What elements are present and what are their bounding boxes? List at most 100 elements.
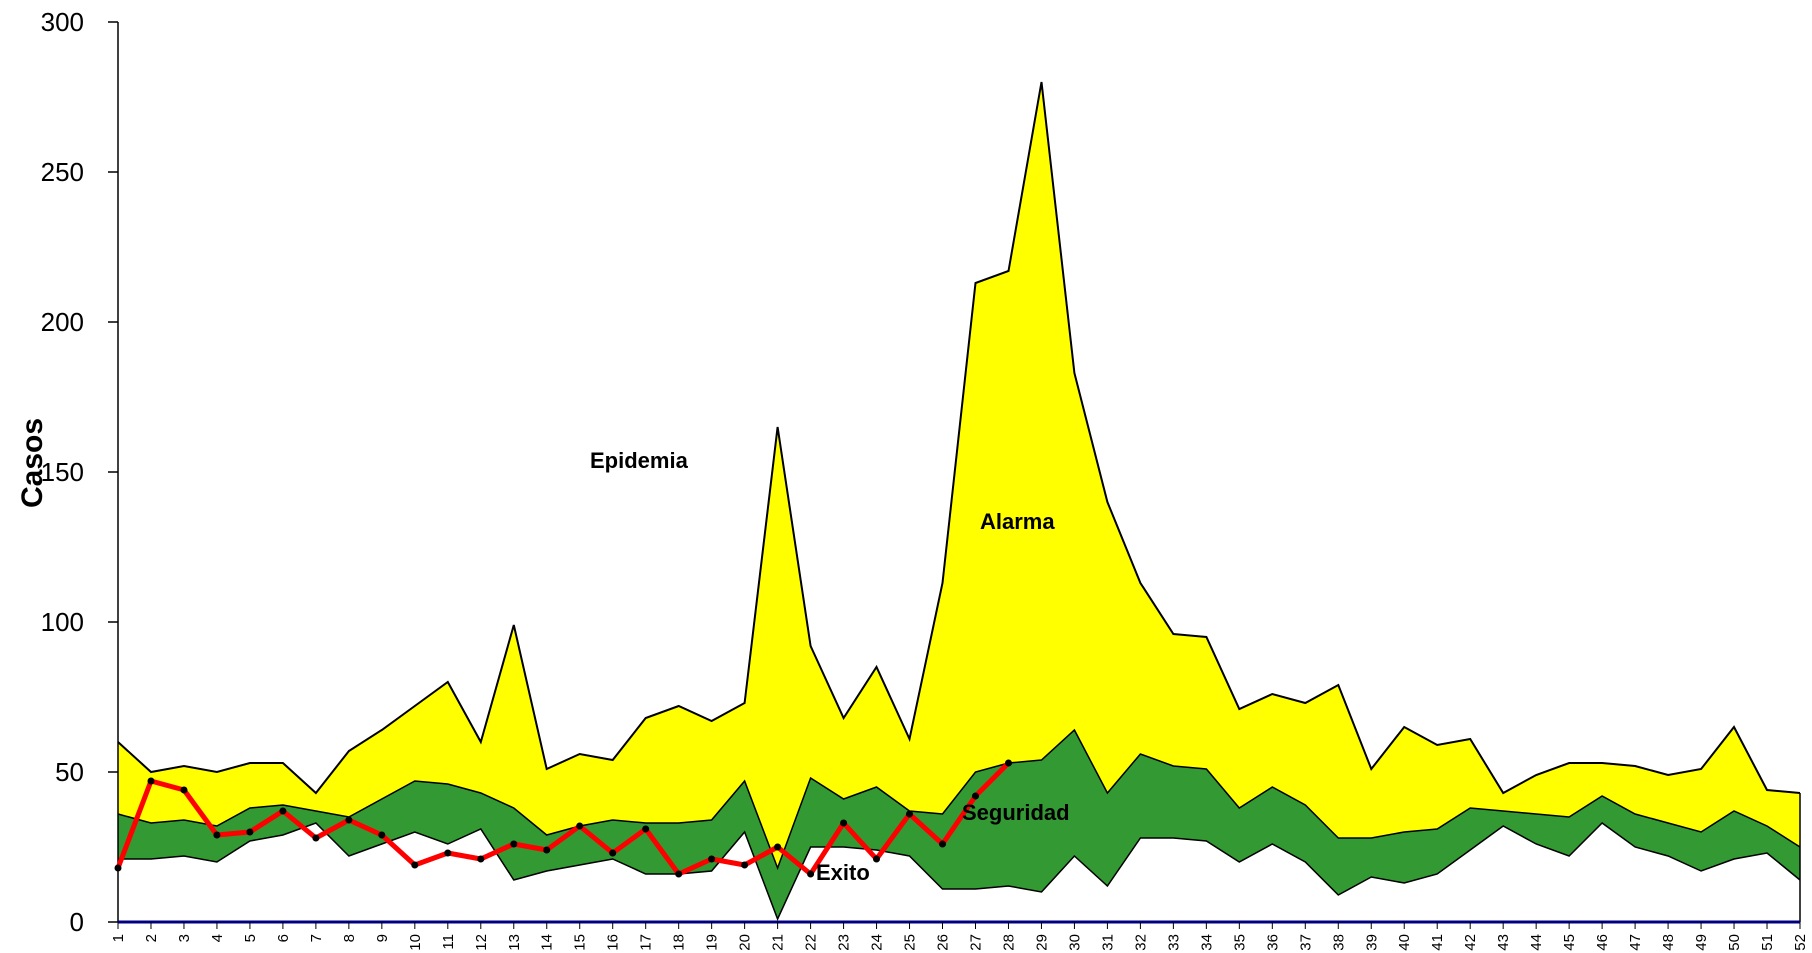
y-tick-label: 0 bbox=[70, 907, 84, 937]
x-tick-label: 7 bbox=[308, 934, 325, 942]
x-tick-label: 23 bbox=[836, 934, 853, 951]
x-tick-label: 30 bbox=[1066, 934, 1083, 951]
x-tick-label: 10 bbox=[407, 934, 424, 951]
alarma-band bbox=[118, 82, 1800, 868]
x-tick-label: 35 bbox=[1231, 934, 1248, 951]
x-tick-label: 12 bbox=[473, 934, 490, 951]
x-tick-label: 21 bbox=[770, 934, 787, 951]
cases-point bbox=[411, 861, 419, 869]
exito-band bbox=[118, 823, 1800, 922]
x-tick-label: 48 bbox=[1660, 934, 1677, 951]
cases-point bbox=[972, 792, 979, 800]
cases-point bbox=[840, 819, 848, 827]
x-tick-label: 27 bbox=[967, 934, 984, 951]
x-tick-label: 28 bbox=[1000, 934, 1017, 951]
x-tick-label: 51 bbox=[1759, 934, 1776, 951]
cases-point bbox=[147, 777, 155, 785]
annotation-alarma: Alarma bbox=[980, 509, 1055, 534]
cases-point bbox=[444, 849, 452, 857]
cases-point bbox=[873, 855, 880, 863]
y-tick-label: 50 bbox=[55, 757, 84, 787]
x-tick-label: 9 bbox=[374, 934, 391, 942]
y-tick-label: 100 bbox=[41, 607, 84, 637]
annotation-epidemia: Epidemia bbox=[590, 448, 689, 473]
exito-line bbox=[118, 822, 1801, 921]
cases-point bbox=[939, 840, 946, 848]
cases-point bbox=[180, 786, 188, 794]
y-tick-label: 250 bbox=[41, 157, 84, 187]
x-tick-label: 45 bbox=[1561, 934, 1578, 951]
cases-point bbox=[642, 825, 650, 833]
x-tick-label: 4 bbox=[209, 934, 226, 942]
annotation-exito: Exito bbox=[816, 860, 870, 885]
x-tick-label: 22 bbox=[803, 934, 820, 951]
cases-point bbox=[510, 840, 518, 848]
series-layer bbox=[114, 759, 1012, 878]
x-tick-label: 25 bbox=[902, 934, 919, 951]
x-tick-label: 19 bbox=[704, 934, 721, 951]
annotation-seguridad: Seguridad bbox=[962, 800, 1070, 825]
x-tick-label: 26 bbox=[935, 934, 952, 951]
cases-point bbox=[906, 810, 913, 818]
cases-point bbox=[279, 807, 287, 815]
x-tick-label: 31 bbox=[1099, 934, 1116, 951]
x-tick-label: 32 bbox=[1132, 934, 1149, 951]
x-tick-label: 11 bbox=[440, 934, 457, 950]
x-tick-label: 36 bbox=[1264, 934, 1281, 951]
cases-point bbox=[213, 831, 221, 839]
x-tick-label: 52 bbox=[1792, 934, 1809, 951]
cases-point bbox=[1005, 759, 1012, 767]
cases-point bbox=[576, 822, 584, 830]
cases-point bbox=[807, 870, 815, 878]
x-tick-label: 24 bbox=[869, 934, 886, 951]
cases-point bbox=[345, 816, 353, 824]
x-tick-label: 50 bbox=[1726, 934, 1743, 951]
alarma-line bbox=[117, 81, 1801, 795]
bands-layer bbox=[117, 81, 1801, 922]
x-tick-label: 1 bbox=[110, 934, 127, 942]
x-tick-label: 17 bbox=[638, 934, 655, 951]
cases-point bbox=[774, 843, 782, 851]
cases-point bbox=[708, 855, 716, 863]
axes-layer bbox=[108, 21, 1801, 929]
x-tick-label: 49 bbox=[1693, 934, 1710, 951]
x-tick-label: 18 bbox=[671, 934, 688, 951]
x-tick-label: 2 bbox=[143, 934, 160, 942]
y-tick-label: 300 bbox=[41, 7, 84, 37]
x-tick-label: 8 bbox=[341, 934, 358, 942]
x-tick-label: 46 bbox=[1594, 934, 1611, 951]
cases-point bbox=[543, 846, 551, 854]
cases-point bbox=[378, 831, 386, 839]
x-tick-label: 14 bbox=[539, 934, 556, 951]
x-tick-label: 42 bbox=[1462, 934, 1479, 951]
y-tick-label: 150 bbox=[41, 457, 84, 487]
x-tick-label: 16 bbox=[605, 934, 622, 951]
y-tick-label: 200 bbox=[41, 307, 84, 337]
cases-point bbox=[609, 849, 617, 857]
x-tick-label: 33 bbox=[1165, 934, 1182, 951]
x-tick-label: 34 bbox=[1198, 934, 1215, 951]
x-tick-label: 6 bbox=[275, 934, 292, 942]
x-tick-label: 29 bbox=[1033, 934, 1050, 951]
cases-point bbox=[114, 864, 122, 872]
x-tick-label: 3 bbox=[176, 934, 193, 942]
seguridad-band bbox=[118, 730, 1800, 919]
x-tick-label: 39 bbox=[1363, 934, 1380, 951]
cases-point bbox=[246, 828, 254, 836]
cases-point bbox=[675, 870, 683, 878]
y-axis-title: Casos bbox=[16, 418, 49, 508]
x-tick-label: 13 bbox=[506, 934, 523, 951]
seguridad-line bbox=[117, 728, 1801, 871]
x-tick-label: 47 bbox=[1627, 934, 1644, 951]
x-tick-label: 43 bbox=[1495, 934, 1512, 951]
x-tick-label: 15 bbox=[572, 934, 589, 951]
x-tick-label: 37 bbox=[1297, 934, 1314, 951]
cases-point bbox=[312, 834, 320, 842]
cases-series-line bbox=[115, 761, 1011, 877]
x-tick-label: 38 bbox=[1330, 934, 1347, 951]
x-tick-label: 20 bbox=[737, 934, 754, 951]
x-tick-label: 41 bbox=[1429, 934, 1446, 951]
cases-point bbox=[477, 855, 485, 863]
x-tick-label: 5 bbox=[242, 934, 259, 942]
